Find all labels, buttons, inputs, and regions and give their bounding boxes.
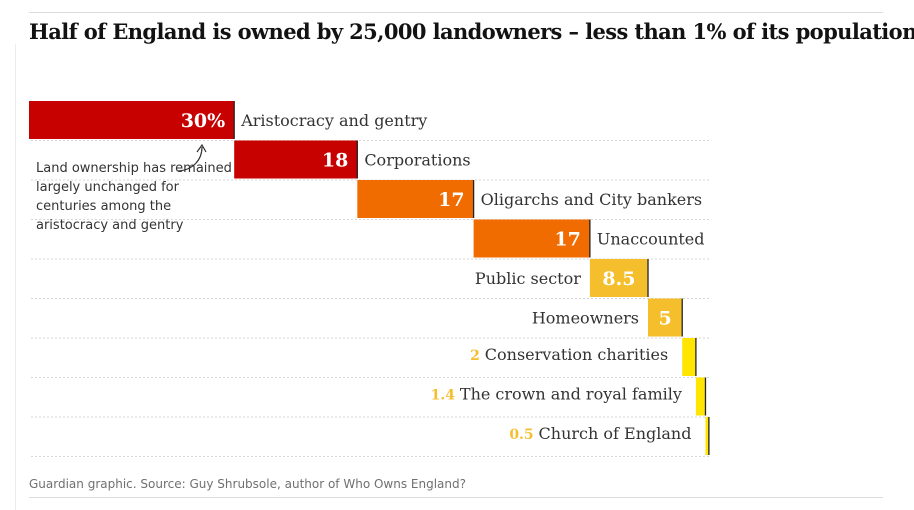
bar-value-label: 1.4 [431, 388, 460, 404]
bar [589, 259, 649, 297]
bottom-rule [29, 497, 883, 498]
bar [648, 298, 683, 337]
top-rule [29, 12, 883, 13]
bar-value-label: 30% [181, 110, 226, 132]
bar [473, 219, 590, 258]
bar-value-label: 0.5 [509, 427, 538, 443]
category-label: Homeowners [532, 309, 639, 328]
annotation-arrow [177, 146, 203, 172]
bar [357, 180, 474, 218]
bar-value-label: 2 [470, 348, 485, 364]
category-label: Public sector [475, 269, 581, 288]
category-label: Aristocracy and gentry [240, 111, 427, 130]
bar [29, 101, 235, 139]
category-text: Conservation charities [485, 345, 668, 364]
annotation-text: Land ownership has remained largely unch… [36, 161, 232, 233]
category-text: Church of England [539, 424, 692, 443]
left-rule [15, 44, 16, 510]
chart-title: Half of England is owned by 25,000 lando… [29, 19, 914, 44]
bar-value-label: 17 [438, 189, 464, 211]
category-label: Unaccounted [597, 230, 705, 249]
bar-value-label: 8.5 [602, 268, 635, 290]
bar [682, 338, 696, 376]
bar [234, 140, 358, 179]
category-label: Oligarchs and City bankers [481, 190, 703, 209]
bar [695, 377, 706, 416]
bar [705, 417, 709, 455]
category-label: 1.4 The crown and royal family [431, 385, 682, 404]
category-label: 0.5 Church of England [509, 424, 691, 443]
source-credit: Guardian graphic. Source: Guy Shrubsole,… [29, 477, 466, 491]
category-label: 2 Conservation charities [470, 345, 668, 364]
annotation-arrowhead [196, 143, 207, 153]
category-label: Corporations [364, 151, 470, 170]
bar-value-label: 17 [554, 229, 580, 251]
bar-value-label: 18 [322, 150, 348, 172]
bar-value-label: 5 [659, 308, 672, 330]
category-text: The crown and royal family [460, 385, 682, 404]
